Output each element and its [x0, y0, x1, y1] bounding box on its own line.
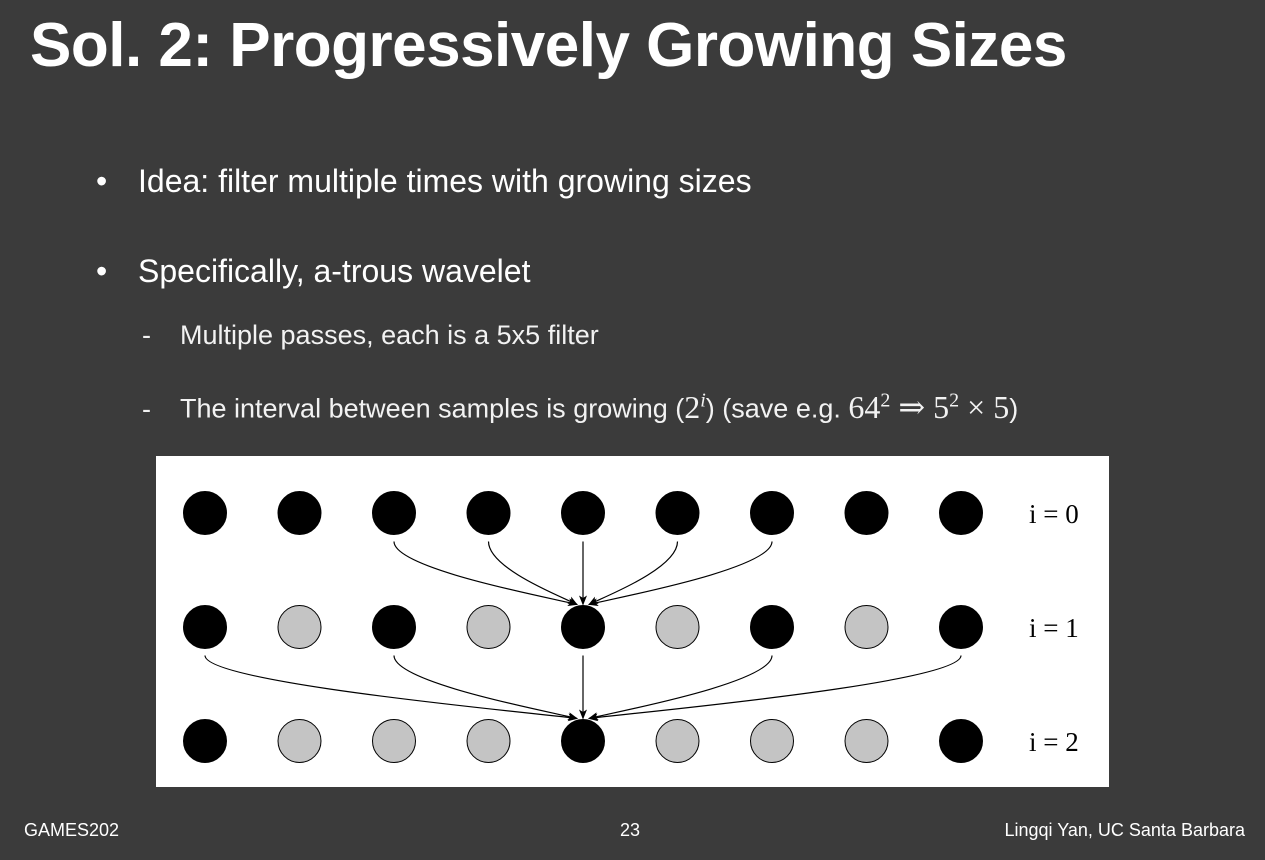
- bullet-specifically-text: Specifically, a-trous wavelet: [138, 253, 531, 289]
- interval-base: 2: [684, 388, 701, 425]
- sample-dot-black: [750, 605, 794, 649]
- math-rhs-exp: 2: [949, 389, 960, 411]
- math-arrow: ⇒: [898, 388, 926, 425]
- sample-dot-gray: [466, 605, 511, 649]
- sample-dot-gray: [844, 719, 889, 763]
- bullet-idea: • Idea: filter multiple times with growin…: [96, 161, 752, 201]
- sample-dot-black: [183, 719, 227, 763]
- math-times: × 5: [967, 388, 1010, 425]
- math-rhs: 5: [933, 388, 950, 425]
- bullet-dot: •: [96, 163, 108, 199]
- footer-course: GAMES202: [24, 820, 120, 840]
- atrous-diagram: i = 0 i = 1 i = 2: [183, 491, 1079, 763]
- savings-math: 642 ⇒ 52 × 5: [848, 389, 1009, 425]
- math-lhs-exp: 2: [880, 389, 891, 411]
- filter-arrow: [588, 655, 962, 722]
- footer-author: Lingqi Yan, UC Santa Barbara: [1004, 820, 1246, 840]
- subitem-interval: - The interval between samples is growing…: [142, 382, 1018, 427]
- atrous-wavelet-figure: i = 0 i = 1 i = 2: [156, 456, 1109, 787]
- interval-math: 2i: [684, 389, 706, 425]
- sample-dot-black: [750, 491, 794, 535]
- sample-dot-black: [466, 491, 511, 535]
- bullet-specifically: • Specifically, a-trous wavelet: [96, 251, 530, 291]
- sample-dot-gray: [655, 719, 700, 763]
- bullet-idea-text: Idea: filter multiple times with growing…: [138, 163, 752, 199]
- subitem-passes-text: Multiple passes, each is a 5x5 filter: [180, 320, 599, 350]
- sub-dash: -: [142, 320, 151, 350]
- arrows-layer: [204, 541, 962, 722]
- math-lhs: 64: [848, 388, 881, 425]
- sample-dot-black: [939, 605, 983, 649]
- labels-layer: i = 0 i = 1 i = 2: [1029, 499, 1079, 757]
- sample-dot-black: [939, 491, 983, 535]
- filter-arrow: [393, 541, 578, 606]
- filter-arrow: [588, 655, 773, 720]
- interval-text-middle: ) (save e.g.: [705, 393, 849, 424]
- filter-arrow: [588, 541, 773, 606]
- interval-text-after: ): [1009, 393, 1019, 424]
- dots-layer: [183, 491, 983, 763]
- sample-dot-gray: [750, 719, 794, 763]
- interval-text-before: The interval between samples is growing …: [180, 393, 685, 424]
- sample-dot-black: [372, 605, 416, 649]
- sample-dot-gray: [655, 605, 700, 649]
- row-label: i = 0: [1029, 499, 1079, 529]
- interval-exponent: i: [700, 389, 706, 411]
- bullet-dot: •: [96, 253, 108, 289]
- sample-dot-gray: [466, 719, 511, 763]
- filter-arrow: [487, 541, 578, 606]
- sample-dot-gray: [277, 719, 322, 763]
- sample-dot-black: [655, 491, 700, 535]
- sample-dot-black: [561, 605, 605, 649]
- slide-title: Sol. 2: Progressively Growing Sizes: [30, 11, 1067, 80]
- sample-dot-black: [561, 719, 605, 763]
- filter-arrow: [204, 655, 578, 722]
- row-label: i = 2: [1029, 727, 1079, 757]
- sample-dot-gray: [372, 719, 416, 763]
- sample-dot-black: [561, 491, 605, 535]
- sample-dot-black: [844, 491, 889, 535]
- sample-dot-gray: [844, 605, 889, 649]
- sample-dot-black: [183, 605, 227, 649]
- filter-arrow: [393, 655, 578, 720]
- sample-dot-black: [939, 719, 983, 763]
- footer-page-number: 23: [620, 820, 641, 840]
- subitem-passes: - Multiple passes, each is a 5x5 filter: [142, 317, 599, 353]
- sample-dot-black: [183, 491, 227, 535]
- sample-dot-gray: [277, 605, 322, 649]
- row-label: i = 1: [1029, 613, 1079, 643]
- sample-dot-black: [277, 491, 322, 535]
- sub-dash: -: [142, 393, 151, 424]
- sample-dot-black: [372, 491, 416, 535]
